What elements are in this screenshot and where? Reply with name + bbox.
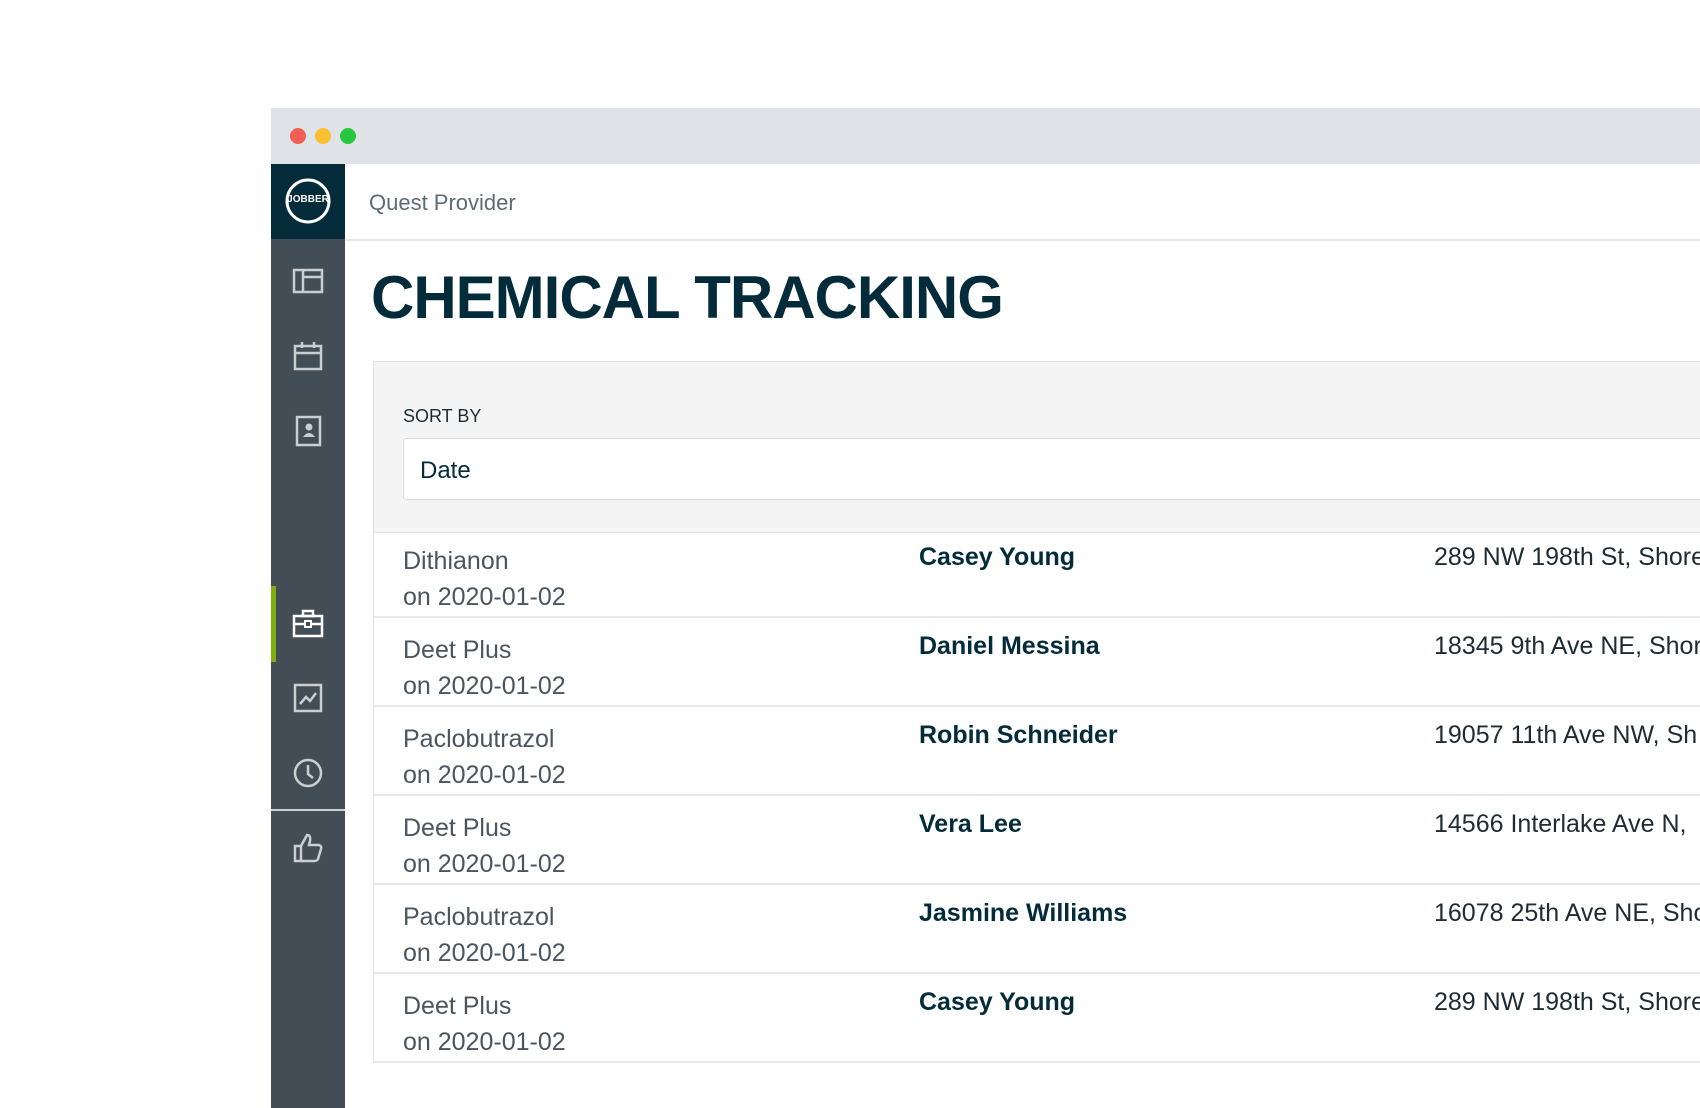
maximize-button[interactable] [340,128,356,144]
table-row[interactable]: Deet Plus on 2020-01-02 Daniel Messina 1834… [374,618,1700,707]
app-name[interactable]: Quest Provider [369,190,516,215]
nav-clients[interactable] [291,414,325,448]
chemical-cell: Paclobutrazol on 2020-01-02 [403,899,566,971]
address: 14566 Interlake Ave N, [1434,810,1687,838]
address: 289 NW 198th St, Shore [1434,543,1700,571]
top-bar: Quest Provider [345,164,1700,241]
table-row[interactable]: Paclobutrazol on 2020-01-02 Jasmine Willia… [374,885,1700,974]
chemical-cell: Paclobutrazol on 2020-01-02 [403,721,566,793]
client-name: Robin Schneider [919,721,1118,749]
logo-ring [285,178,331,224]
application-date: on 2020-01-02 [403,761,566,789]
nav-reports[interactable] [291,681,325,715]
table: Dithianon on 2020-01-02 Casey Young 289 NW … [373,529,1700,1063]
table-row[interactable]: Deet Plus on 2020-01-02 Casey Young 289 NW … [374,974,1700,1063]
application-date: on 2020-01-02 [403,1028,566,1056]
application-date: on 2020-01-02 [403,939,566,967]
sort-value: Date [420,457,471,484]
client-name: Casey Young [919,543,1076,571]
client-name: Vera Lee [919,810,1022,838]
chemical-name: Paclobutrazol [403,903,555,931]
chemical-cell: Dithianon on 2020-01-02 [403,543,566,615]
nav-calendar[interactable] [291,339,325,373]
sidebar-divider [271,809,345,811]
nav-dashboard[interactable] [291,264,325,298]
sort-panel: SORT BY Date [373,361,1700,533]
chemical-cell: Deet Plus on 2020-01-02 [403,632,566,704]
client-name: Daniel Messina [919,632,1100,660]
sort-label: SORT BY [403,406,482,426]
application-date: on 2020-01-02 [403,850,566,878]
chemical-cell: Deet Plus on 2020-01-02 [403,810,566,882]
chemical-name: Deet Plus [403,636,512,664]
application-date: on 2020-01-02 [403,672,566,700]
table-row[interactable]: Deet Plus on 2020-01-02 Vera Lee 14566 Inte… [374,796,1700,885]
close-button[interactable] [290,128,306,144]
nav-work[interactable] [291,607,325,641]
address: 289 NW 198th St, Shore [1434,988,1700,1016]
sort-select[interactable]: Date [403,438,1700,500]
address: 19057 11th Ave NW, Sh [1434,721,1698,749]
page-title: CHEMICAL TRACKING [371,264,1004,331]
table-row[interactable]: Dithianon on 2020-01-02 Casey Young 289 NW … [374,529,1700,618]
page: {"header":{"logo":"JOBBER","app_name":"Q… [271,108,1700,1108]
app-window: JOBBER Quest Provider CHEMICAL TRACKING … [271,108,1700,1108]
nav-time[interactable] [291,756,325,790]
chemical-name: Paclobutrazol [403,725,555,753]
logo[interactable]: JOBBER [271,164,345,239]
application-date: on 2020-01-02 [403,583,566,611]
address: 16078 25th Ave NE, Sho [1434,899,1700,927]
table-row[interactable]: Paclobutrazol on 2020-01-02 Robin Schneide… [374,707,1700,796]
active-indicator [271,586,276,662]
client-name: Jasmine Williams [919,899,1128,927]
minimize-button[interactable] [315,128,331,144]
client-name: Casey Young [919,988,1076,1016]
nav-feedback[interactable] [291,831,325,865]
address: 18345 9th Ave NE, Shor [1434,632,1700,660]
sidebar: JOBBER [271,164,345,1108]
chemical-cell: Deet Plus on 2020-01-02 [403,988,566,1060]
chemical-name: Dithianon [403,547,509,575]
title-bar [271,108,1700,164]
chemical-name: Deet Plus [403,992,512,1020]
logo-text: JOBBER [287,194,329,205]
chemical-name: Deet Plus [403,814,512,842]
